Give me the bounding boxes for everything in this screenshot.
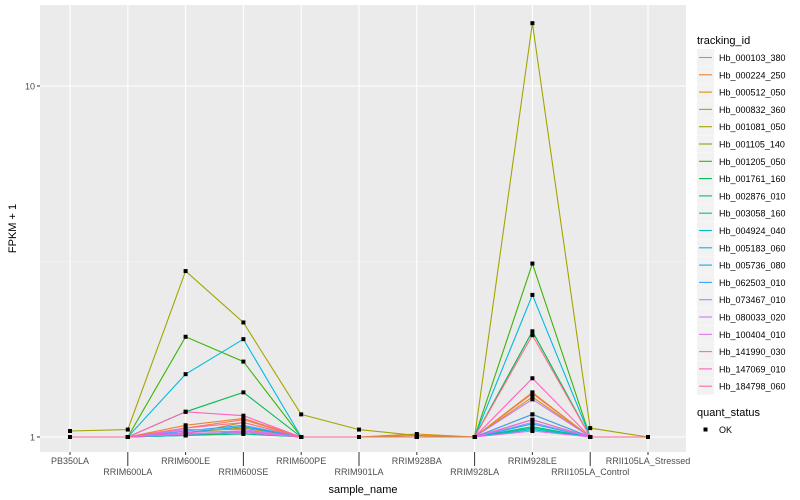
- x-tick-label: RRIM600PE: [276, 456, 326, 466]
- data-point-Hb_000224_250: [530, 390, 535, 395]
- data-point-Hb_062503_010: [530, 412, 535, 417]
- y-axis-title: FPKM + 1: [7, 204, 19, 253]
- data-point-Hb_184798_060: [646, 435, 650, 439]
- data-point-Hb_184798_060: [125, 435, 130, 439]
- legend-label: Hb_073467_010: [719, 295, 786, 305]
- legend-label: Hb_005183_060: [719, 243, 786, 253]
- data-point-Hb_001081_050: [125, 427, 130, 432]
- legend-label: Hb_002876_010: [719, 191, 786, 201]
- data-point-Hb_062503_010: [241, 423, 246, 428]
- data-point-Hb_000512_050: [530, 395, 535, 400]
- shape-legend-label: OK: [719, 425, 732, 435]
- y-tick-label: 1: [30, 433, 35, 443]
- data-point-Hb_001761_160: [241, 390, 246, 395]
- data-point-Hb_147069_010: [530, 376, 535, 381]
- legend-label: Hb_004924_040: [719, 226, 786, 236]
- shape-legend-square-icon: [703, 427, 708, 432]
- data-point-Hb_001081_050: [183, 269, 188, 274]
- data-point-Hb_141990_030: [241, 429, 246, 434]
- legend-label: Hb_000224_250: [719, 70, 786, 80]
- legend-label: Hb_005736_080: [719, 261, 786, 271]
- data-point-Hb_147069_010: [241, 413, 246, 418]
- x-tick-label: PB350LA: [51, 456, 89, 466]
- data-point-Hb_001081_050: [299, 412, 304, 417]
- shape-legend-title: quant_status: [697, 407, 760, 419]
- legend-label: Hb_001761_160: [719, 174, 786, 184]
- x-tick-label: RRIM928BA: [392, 456, 442, 466]
- data-point-Hb_000224_250: [241, 416, 246, 421]
- x-axis-title: sample_name: [328, 484, 397, 496]
- data-point-Hb_001081_050: [588, 426, 593, 431]
- data-point-Hb_141990_030: [183, 430, 188, 435]
- data-point-Hb_001205_050: [183, 334, 188, 339]
- legend-label: Hb_003058_160: [719, 209, 786, 219]
- legend-label: Hb_100404_010: [719, 330, 786, 340]
- data-point-Hb_001081_050: [68, 429, 72, 434]
- legend-label: Hb_080033_020: [719, 313, 786, 323]
- x-tick-label: RRII105LA_Control: [551, 467, 629, 477]
- legend-label: Hb_141990_030: [719, 347, 786, 357]
- data-point-Hb_001081_050: [357, 427, 361, 432]
- legend-label: Hb_147069_010: [719, 364, 786, 374]
- data-point-Hb_184798_060: [414, 435, 419, 439]
- x-tick-label: RRIM600SE: [218, 467, 268, 477]
- data-point-Hb_001205_050: [241, 359, 246, 364]
- data-point-Hb_001081_050: [241, 320, 246, 325]
- data-point-Hb_005183_060: [241, 337, 246, 342]
- data-point-Hb_080033_020: [530, 397, 535, 402]
- legend-label: Hb_001205_050: [719, 157, 786, 167]
- legend-label: Hb_001105_140: [719, 140, 785, 150]
- data-point-Hb_073467_010: [530, 420, 535, 425]
- x-tick-label: RRIM901LA: [334, 467, 383, 477]
- legend-label: Hb_062503_010: [719, 278, 786, 288]
- data-point-Hb_141990_030: [530, 417, 535, 422]
- data-point-Hb_147069_010: [183, 409, 188, 414]
- x-tick-label: RRII105LA_Stressed: [606, 456, 691, 466]
- data-point-Hb_000224_250: [183, 423, 188, 428]
- x-tick-label: RRIM928LE: [508, 456, 557, 466]
- data-point-Hb_184798_060: [588, 435, 593, 439]
- legend-label: Hb_000512_050: [719, 88, 786, 98]
- data-point-Hb_001761_160: [530, 329, 535, 334]
- legend-label: Hb_184798_060: [719, 382, 786, 392]
- legend-label: Hb_000103_380: [719, 53, 786, 63]
- data-point-Hb_184798_060: [299, 435, 304, 439]
- data-point-Hb_184798_060: [241, 420, 246, 425]
- data-point-Hb_184798_060: [357, 435, 361, 439]
- x-tick-label: RRIM928LA: [450, 467, 499, 477]
- data-point-Hb_100404_010: [530, 429, 535, 434]
- data-point-Hb_005183_060: [183, 372, 188, 377]
- data-point-Hb_184798_060: [530, 333, 535, 338]
- data-point-Hb_184798_060: [183, 426, 188, 431]
- data-point-Hb_005183_060: [530, 292, 535, 297]
- data-point-Hb_001205_050: [530, 261, 535, 266]
- y-tick-label: 10: [25, 82, 35, 92]
- legend-label: Hb_000832_360: [719, 105, 786, 115]
- legend-label: Hb_001081_050: [719, 122, 786, 132]
- x-tick-label: RRIM600LA: [103, 467, 152, 477]
- data-point-Hb_184798_060: [472, 435, 477, 439]
- data-point-Hb_001081_050: [530, 21, 535, 26]
- data-point-Hb_184798_060: [68, 435, 72, 439]
- plot-panel: [40, 5, 686, 452]
- legend-title: tracking_id: [697, 35, 750, 47]
- x-tick-label: RRIM600LE: [161, 456, 210, 466]
